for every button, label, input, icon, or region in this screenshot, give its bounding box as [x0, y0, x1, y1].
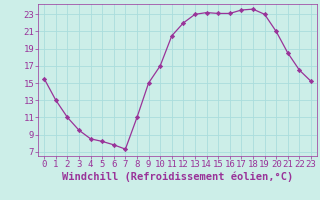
- X-axis label: Windchill (Refroidissement éolien,°C): Windchill (Refroidissement éolien,°C): [62, 172, 293, 182]
